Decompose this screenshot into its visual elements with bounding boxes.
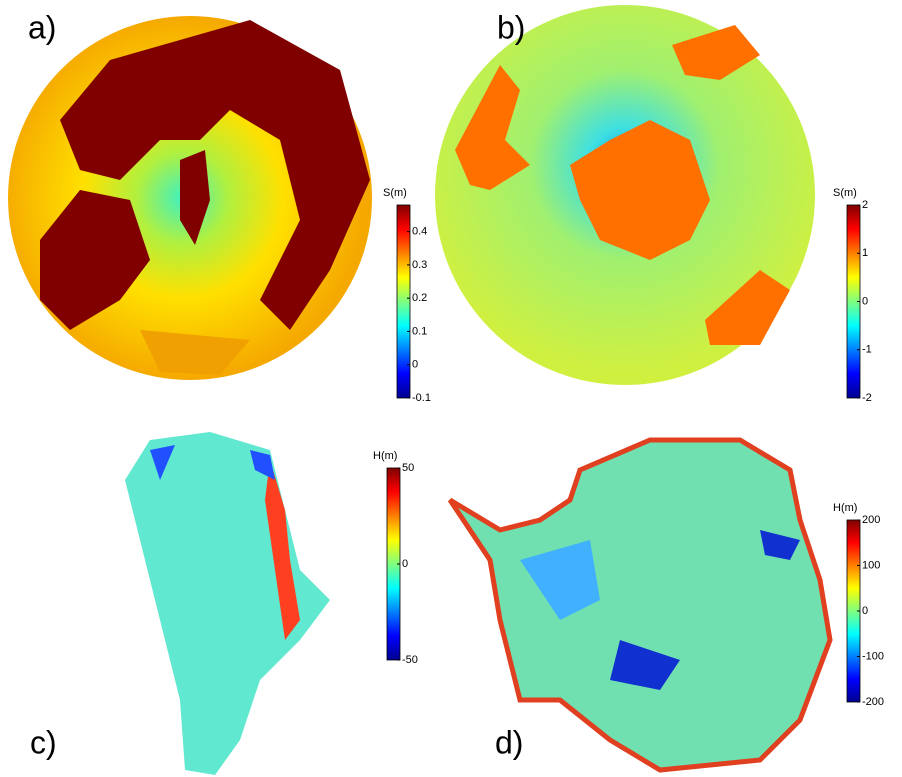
panel-label: c): [30, 724, 57, 760]
tick-label: 0.2: [412, 292, 427, 304]
tick-label: 1: [862, 247, 868, 259]
panel-label: a): [28, 9, 56, 45]
map-a: [8, 16, 372, 380]
panel-label: d): [495, 724, 523, 760]
tick-label: 0: [862, 605, 868, 617]
map-d: [447, 437, 833, 773]
tick-label: -1: [862, 344, 872, 356]
panel-label: b): [497, 9, 525, 45]
tick-label: 0: [412, 359, 418, 371]
tick-label: 0: [402, 558, 408, 570]
tick-label: 50: [402, 462, 414, 474]
tick-label: 200: [862, 514, 880, 526]
colorbar-title: H(m): [833, 502, 857, 514]
tick-label: -200: [862, 696, 884, 708]
colorbar-title: S(m): [833, 187, 857, 199]
tick-label: -0.1: [412, 392, 431, 404]
map-c: [125, 432, 330, 775]
tick-label: -50: [402, 654, 418, 666]
tick-label: -2: [862, 392, 872, 404]
colorbar-title: S(m): [383, 187, 407, 199]
tick-label: 0.4: [412, 226, 427, 238]
colorbar: [396, 204, 411, 399]
tick-label: 0: [862, 295, 868, 307]
tick-label: 0.1: [412, 325, 427, 337]
colorbar-title: H(m): [373, 450, 397, 462]
map-b: [435, 5, 815, 385]
tick-label: 0.3: [412, 259, 427, 271]
tick-label: -100: [862, 650, 884, 662]
tick-label: 2: [862, 199, 868, 211]
tick-label: 100: [862, 559, 880, 571]
